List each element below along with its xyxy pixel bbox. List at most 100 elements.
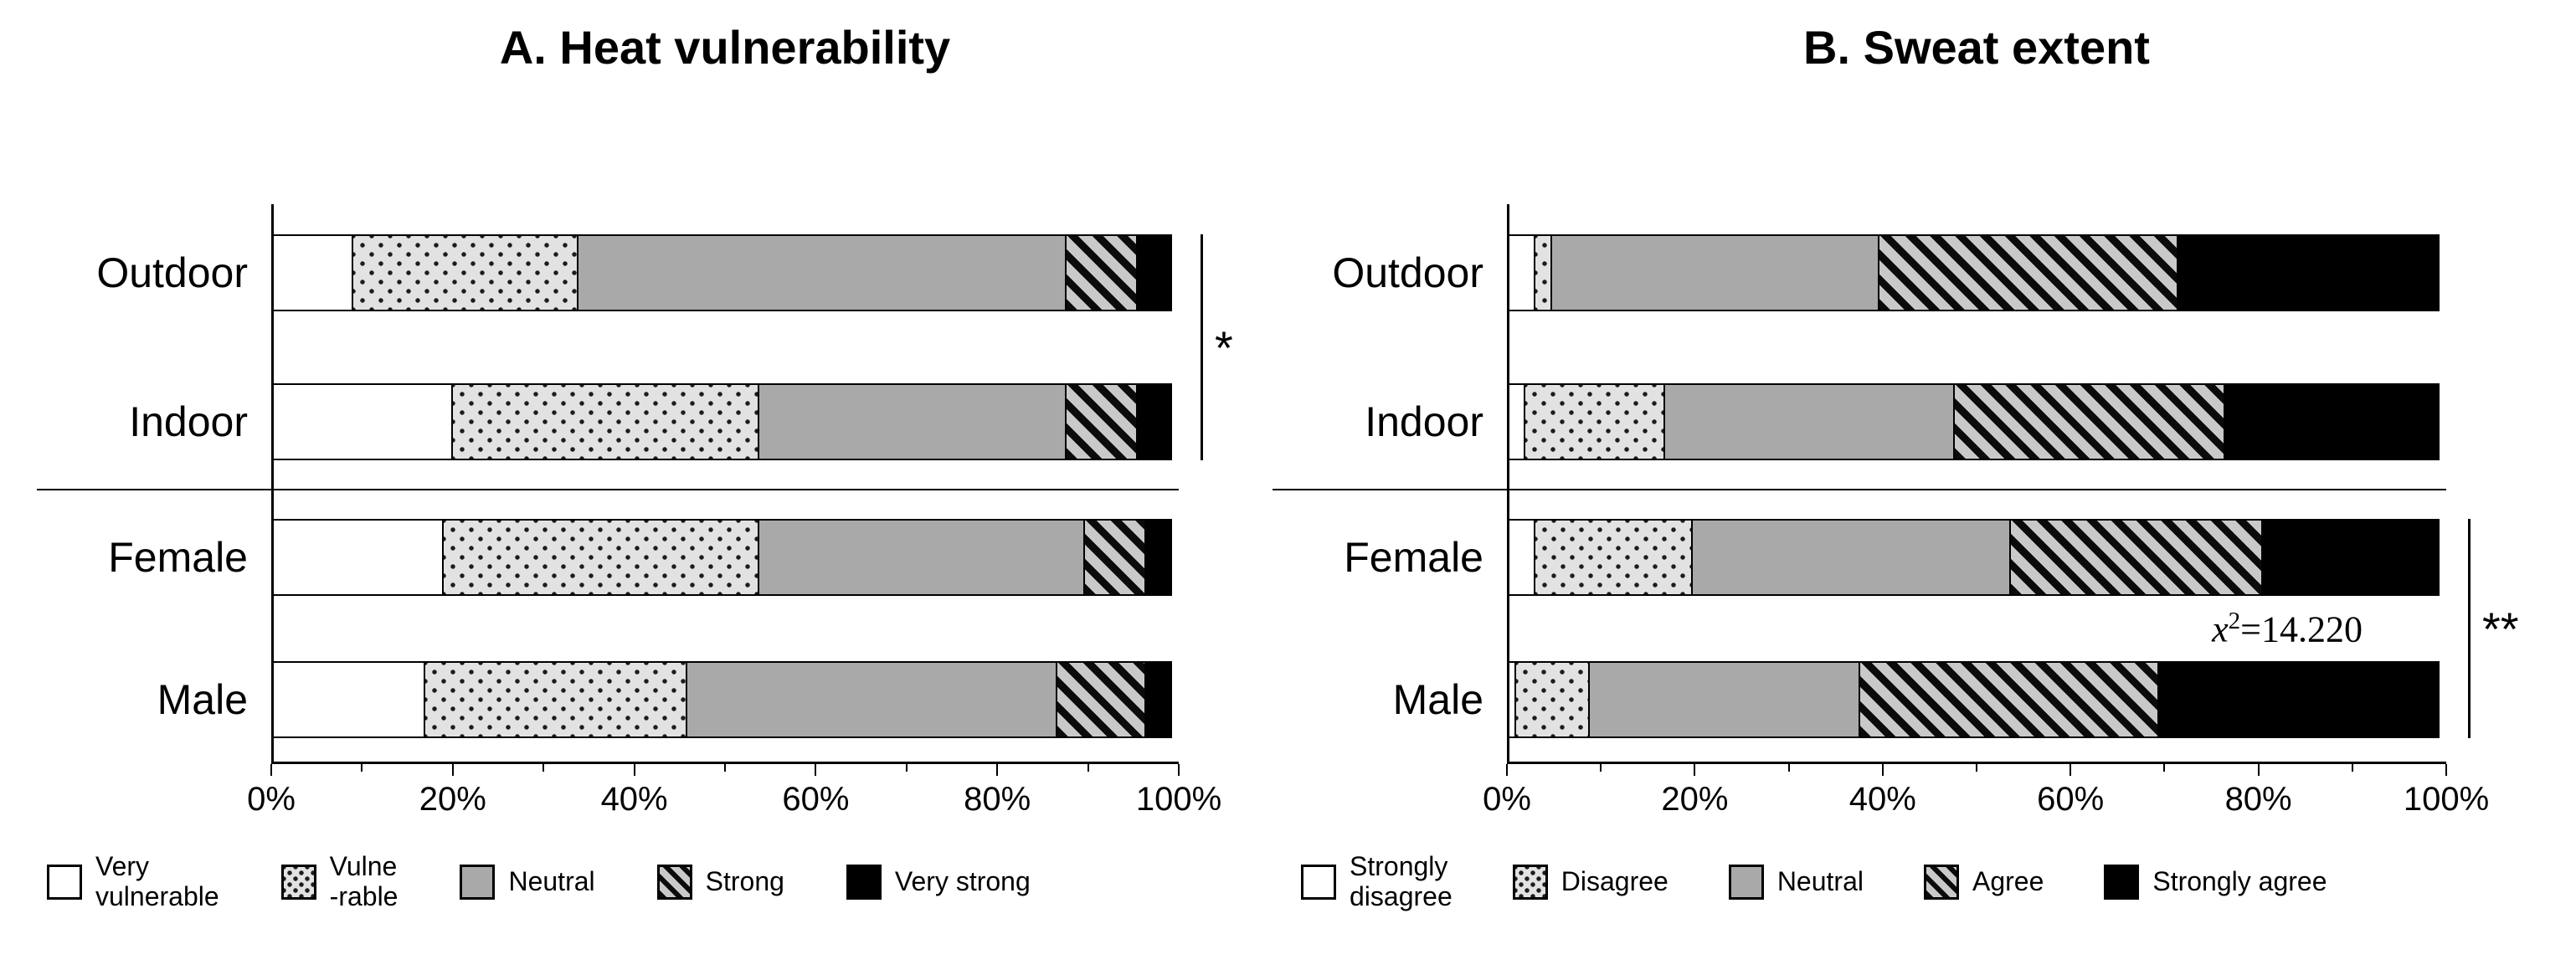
bar-segment-white (1507, 383, 1526, 460)
bar-segment-hatch (1877, 234, 2178, 311)
axis-tick (2070, 764, 2072, 776)
bar-segment-gray (1550, 234, 1879, 311)
category-label: Male (1392, 676, 1483, 723)
axis-tick-label: 20% (1661, 781, 1729, 818)
legend-label: Neutral (1776, 865, 1864, 896)
legend-swatch-black (846, 864, 882, 900)
bar-segment-black (1144, 661, 1172, 738)
axis-tick (1787, 764, 1790, 772)
category-label: Indoor (129, 398, 248, 445)
bar-row: Outdoor (1273, 234, 2446, 311)
legend-label: Neutral (508, 865, 595, 896)
bar-row: Female (37, 519, 1179, 596)
legend-swatch-hatch (656, 864, 692, 900)
significance-bracket: * (1201, 234, 1233, 460)
bar-segment-hatch (1064, 234, 1138, 311)
category-label: Male (157, 676, 248, 723)
legend-item: Agree (1923, 864, 2044, 900)
legend-label: Strongly disagree (1350, 851, 1453, 911)
bar-segment-black (1135, 234, 1172, 311)
chi-variable: x (2212, 608, 2229, 650)
bar-segment-hatch (1064, 383, 1138, 460)
bar-segment-white (1507, 234, 1535, 311)
bar-segment-black (1135, 383, 1172, 460)
chi-value: =14.220 (2240, 608, 2363, 650)
bar-segment-white (271, 383, 453, 460)
bar-segment-black (1144, 519, 1172, 596)
category-label: Outdoor (96, 249, 248, 296)
stacked-bar (1507, 661, 2446, 738)
axis-tick (996, 764, 999, 776)
axis-tick-label: 80% (964, 781, 1031, 818)
x-axis: 0% 20% 40% 60% 80% 100% (1483, 762, 2489, 824)
axis-tick-label: 0% (247, 781, 296, 818)
category-label: Outdoor (1332, 249, 1483, 296)
legend-label: Agree (1972, 865, 2044, 896)
bar-segment-black (2223, 383, 2440, 460)
legend-item: Neutral (460, 864, 595, 900)
legend-swatch-white (47, 864, 82, 900)
legend-label: Disagree (1561, 865, 1668, 896)
axis-tick (2351, 764, 2353, 772)
bar-row: Outdoor (37, 234, 1179, 311)
bar-segment-black (2260, 519, 2440, 596)
bar-row: Female (1273, 519, 2446, 596)
bar-segment-white (271, 234, 353, 311)
bar-segment-dots (1533, 234, 1553, 311)
category-label: Female (1344, 534, 1483, 581)
legend-item: Strongly agree (2104, 864, 2327, 900)
axis-tick-label: 100% (2403, 781, 2490, 818)
chi-exponent: 2 (2228, 608, 2241, 634)
panel-a-title: A. Heat vulnerability (499, 21, 951, 74)
axis-tick-label: 20% (419, 781, 486, 818)
bar-segment-black (2176, 234, 2440, 311)
legend-item: Strong (656, 864, 784, 900)
bar-segment-gray (685, 661, 1058, 738)
panel-sweat-extent: B. Sweat extent Outdoor Indoor Female Male … (1273, 0, 2519, 975)
bar-segment-white (1507, 519, 1535, 596)
y-axis-line (1507, 204, 1509, 762)
legend-swatch-hatch (1923, 864, 1959, 900)
bar-segment-hatch (1082, 519, 1147, 596)
axis-tick (1976, 764, 1977, 772)
panel-b-title: B. Sweat extent (1803, 21, 2150, 74)
bar-segment-dots (441, 519, 760, 596)
legend: Very vulnerable Vulne -rable Neutral Strong… (47, 851, 1031, 912)
axis-tick (1600, 764, 1602, 772)
axis-tick (2445, 764, 2447, 776)
axis-tick (451, 764, 454, 776)
legend-label: Vulne -rable (329, 851, 398, 911)
axis-tick (1087, 764, 1089, 772)
bar-row: Male (1273, 661, 2446, 738)
legend-item: Very vulnerable (47, 851, 219, 912)
legend-label: Strong (705, 865, 784, 896)
legend-item: Disagree (1512, 864, 1668, 900)
chart-area-a: Outdoor Indoor Female Male 0% 20% 40% 60% 80% 10… (37, 204, 1233, 818)
stacked-bar (1507, 519, 2446, 596)
axis-tick-label: 60% (2037, 781, 2105, 818)
chi-square-annotation: x2=14.220 (2212, 608, 2363, 651)
group-separator-line (37, 489, 1179, 490)
bar-segment-gray (1691, 519, 2011, 596)
axis-tick-label: 80% (2224, 781, 2292, 818)
bar-segment-white (271, 661, 426, 738)
axis-tick-label: 40% (600, 781, 668, 818)
panel-heat-vulnerability: A. Heat vulnerability Outdoor Indoor Femal… (37, 0, 1233, 975)
bar-segment-white (271, 519, 444, 596)
legend-swatch-dots (280, 864, 316, 900)
legend-label: Very vulnerable (95, 851, 219, 911)
axis-tick (1506, 764, 1508, 776)
stacked-bar (1507, 234, 2446, 311)
bar-segment-dots (351, 234, 578, 311)
axis-tick-label: 100% (1135, 781, 1222, 818)
legend-swatch-gray (460, 864, 496, 900)
legend-label: Strongly agree (2152, 865, 2327, 896)
axis-tick-label: 40% (1848, 781, 1916, 818)
axis-tick (905, 764, 908, 772)
legend-item: Neutral (1728, 864, 1864, 900)
bar-segment-hatch (1859, 661, 2160, 738)
axis-tick (633, 764, 635, 776)
bar-row: Indoor (37, 383, 1179, 460)
legend-swatch-dots (1512, 864, 1548, 900)
